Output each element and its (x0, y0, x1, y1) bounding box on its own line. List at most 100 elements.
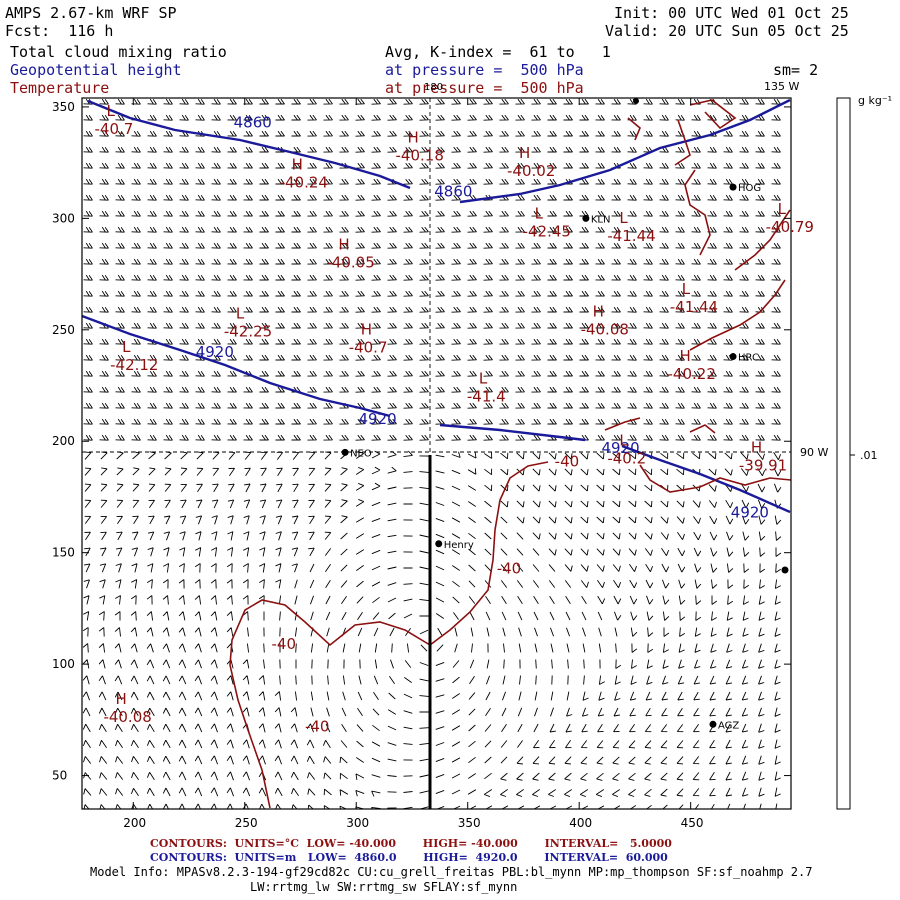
plot-frame (81, 97, 792, 810)
extremum-kind: L (107, 102, 116, 120)
extremum-kind: L (778, 200, 787, 218)
extremum-kind: H (408, 129, 419, 147)
model-info-line2: LW:rrtmg_lw SW:rrtmg_sw SFLAY:sf_mynn (250, 880, 518, 894)
y-tick-label: 100 (52, 657, 75, 671)
lon-label-90w: 90 W (800, 446, 828, 459)
pressure-level-temp: at pressure = 500 hPa (385, 79, 584, 97)
x-tick-label: 300 (346, 816, 369, 830)
wind-barbs (82, 98, 782, 809)
field-temperature: Temperature (10, 79, 110, 97)
axis-labels: 200 250 300 350 400 450 350 300 250 200 150 100 50 (52, 100, 704, 830)
extremum-value: -40.08 (581, 320, 629, 338)
field-geopotential: Geopotential height (10, 61, 182, 79)
reference-lines (82, 98, 791, 455)
station-label: KLN (591, 214, 611, 225)
extremum-kind: H (680, 347, 691, 365)
init-time: Init: 00 UTC Wed 01 Oct 25 (614, 4, 849, 22)
x-tick-label: 350 (458, 816, 481, 830)
station-marker (633, 98, 639, 104)
station-marker (729, 353, 737, 361)
extremum-kind: L (619, 432, 628, 450)
station-label: HOG (738, 183, 761, 194)
temp-contour-label: -40 (305, 718, 330, 736)
extremum-value: -40.02 (507, 162, 555, 180)
smoothing: sm= 2 (773, 61, 819, 79)
y-tick-label: 250 (52, 323, 75, 337)
extremum-kind: L (535, 204, 544, 222)
wind-barb-field (82, 98, 782, 809)
extremum-value: -40.7 (349, 338, 388, 356)
extremum-kind: L (122, 338, 131, 356)
height-label: 4920 (731, 504, 769, 522)
extremum-value: -41.4 (467, 387, 506, 405)
station-label: NEO (350, 448, 372, 459)
temp-contour-label: -40 (555, 452, 580, 470)
extremum-value: -40.79 (766, 218, 814, 236)
height-contour-labels: 4860 4860 4920 4920 4920 4920 (196, 114, 769, 522)
extremum-value: -40.2 (607, 450, 646, 468)
field-cloud-mixing: Total cloud mixing ratio (10, 43, 227, 61)
colorbar-units: g kg⁻¹ (858, 94, 892, 107)
extremum-kind: H (593, 302, 604, 320)
stations: KLN HOG HRC NEO Henry AGZ (341, 98, 789, 731)
temperature-extrema: L-40.7H-40.24H-40.18 H-40.02L-42.45L-41.4… (95, 102, 814, 726)
station-marker (781, 566, 789, 574)
extremum-value: -40.24 (280, 173, 328, 191)
extremum-value: -41.44 (607, 227, 655, 245)
y-tick-label: 200 (52, 434, 75, 448)
extremum-kind: L (236, 305, 245, 323)
extremum-value: -42.12 (110, 356, 158, 374)
station-marker (582, 214, 590, 222)
height-label: 4860 (434, 183, 472, 201)
height-contour-info: CONTOURS: UNITS=m LOW= 4860.0 HIGH= 4920… (150, 851, 668, 864)
y-tick-label: 150 (52, 546, 75, 560)
extremum-value: -42.25 (224, 323, 272, 341)
extremum-value: -40.22 (668, 365, 716, 383)
colorbar (836, 97, 851, 810)
extremum-kind: H (115, 690, 126, 708)
station-label: AGZ (718, 720, 739, 731)
valid-time: Valid: 20 UTC Sun 05 Oct 25 (605, 22, 849, 40)
extremum-kind: L (479, 369, 488, 387)
extremum-value: -39.91 (739, 456, 787, 474)
pressure-level-height: at pressure = 500 hPa (385, 61, 584, 79)
extremum-kind: H (751, 438, 762, 456)
station-marker (341, 448, 349, 456)
extremum-value: -40.18 (396, 147, 444, 165)
temperature-contours (229, 99, 791, 809)
y-tick-label: 50 (52, 769, 67, 783)
height-label: 4920 (196, 343, 234, 361)
station-label: HRC (738, 353, 759, 364)
x-tick-label: 250 (235, 816, 258, 830)
model-info-line1: Model Info: MPASv8.2.3-194-gf29cd82c CU:… (90, 865, 813, 879)
x-tick-label: 450 (681, 816, 704, 830)
lon-label-135w: 135 W (764, 80, 799, 93)
axis-ticks (82, 98, 791, 809)
temp-contour-label: -40 (272, 635, 297, 653)
station-marker (709, 720, 717, 728)
x-tick-label: 400 (569, 816, 592, 830)
extremum-kind: H (361, 320, 372, 338)
extremum-value: -41.44 (670, 298, 718, 316)
extremum-kind: L (619, 209, 628, 227)
station-marker (435, 540, 443, 548)
extremum-value: -42.45 (523, 222, 571, 240)
temp-contour-info: CONTOURS: UNITS=°C LOW= -40.000 HIGH= -4… (150, 837, 672, 850)
y-tick-label: 300 (52, 211, 75, 225)
temperature-contour-labels: -40 -40 -40 -40 (272, 452, 580, 735)
extremum-kind: H (292, 155, 303, 173)
height-contours (82, 98, 791, 514)
extremum-value: -40.08 (103, 708, 151, 726)
extremum-kind: H (338, 236, 349, 254)
height-label: 4920 (601, 439, 639, 457)
avg-k-index: Avg, K-index = 61 to 1 (385, 43, 611, 61)
temp-contour-label: -40 (497, 559, 522, 577)
y-tick-label: 350 (52, 100, 75, 114)
extremum-value: -40.05 (326, 254, 374, 272)
extremum-kind: L (682, 280, 691, 298)
colorbar-value: .01 (860, 449, 878, 462)
extremum-value: -40.7 (95, 120, 134, 138)
lon-label-180: 180 (424, 82, 443, 93)
forecast-hour: Fcst: 116 h (5, 22, 114, 40)
